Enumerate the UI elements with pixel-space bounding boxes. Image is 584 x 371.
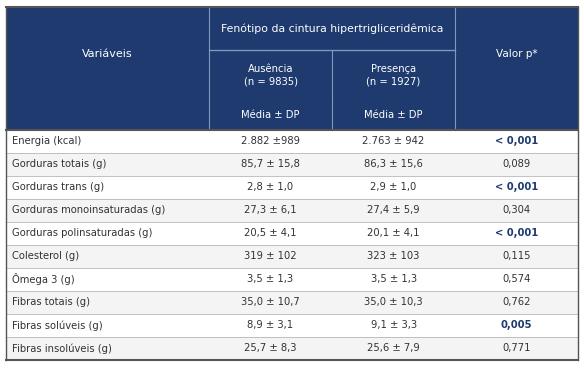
Text: 0,574: 0,574 <box>502 275 531 284</box>
Text: 0,115: 0,115 <box>502 252 531 261</box>
Text: Energia (kcal): Energia (kcal) <box>12 137 81 146</box>
Text: 35,0 ± 10,7: 35,0 ± 10,7 <box>241 298 300 307</box>
Text: 0,005: 0,005 <box>501 321 533 330</box>
Text: 3,5 ± 1,3: 3,5 ± 1,3 <box>248 275 294 284</box>
Text: Fibras solúveis (g): Fibras solúveis (g) <box>12 320 102 331</box>
Text: Fibras insolúveis (g): Fibras insolúveis (g) <box>12 343 112 354</box>
Text: Ausência
(n = 9835): Ausência (n = 9835) <box>244 64 297 86</box>
Text: 27,3 ± 6,1: 27,3 ± 6,1 <box>244 206 297 215</box>
FancyBboxPatch shape <box>209 7 455 50</box>
Text: 8,9 ± 3,1: 8,9 ± 3,1 <box>248 321 294 330</box>
Text: Valor p*: Valor p* <box>496 49 537 59</box>
Text: Fibras totais (g): Fibras totais (g) <box>12 298 90 307</box>
Text: Variáveis: Variáveis <box>82 49 133 59</box>
FancyBboxPatch shape <box>6 268 578 291</box>
Text: 0,762: 0,762 <box>502 298 531 307</box>
Text: Gorduras monoinsaturadas (g): Gorduras monoinsaturadas (g) <box>12 206 165 215</box>
Text: Colesterol (g): Colesterol (g) <box>12 252 79 261</box>
Text: 27,4 ± 5,9: 27,4 ± 5,9 <box>367 206 420 215</box>
FancyBboxPatch shape <box>6 222 578 245</box>
Text: Gorduras trans (g): Gorduras trans (g) <box>12 183 104 192</box>
Text: 2,8 ± 1,0: 2,8 ± 1,0 <box>248 183 294 192</box>
FancyBboxPatch shape <box>455 7 578 100</box>
FancyBboxPatch shape <box>6 199 578 222</box>
Text: Gorduras totais (g): Gorduras totais (g) <box>12 160 106 169</box>
Text: 25,7 ± 8,3: 25,7 ± 8,3 <box>244 344 297 353</box>
Text: 0,771: 0,771 <box>502 344 531 353</box>
Text: 86,3 ± 15,6: 86,3 ± 15,6 <box>364 160 423 169</box>
Text: Fenótipo da cintura hipertrigliceridêmica: Fenótipo da cintura hipertrigliceridêmic… <box>221 23 443 34</box>
Text: 323 ± 103: 323 ± 103 <box>367 252 420 261</box>
FancyBboxPatch shape <box>6 7 209 100</box>
Text: 35,0 ± 10,3: 35,0 ± 10,3 <box>364 298 423 307</box>
Text: 0,089: 0,089 <box>502 160 531 169</box>
Text: < 0,001: < 0,001 <box>495 183 538 192</box>
Text: Gorduras polinsaturadas (g): Gorduras polinsaturadas (g) <box>12 229 152 238</box>
Text: 319 ± 102: 319 ± 102 <box>244 252 297 261</box>
Text: 3,5 ± 1,3: 3,5 ± 1,3 <box>370 275 416 284</box>
FancyBboxPatch shape <box>6 314 578 337</box>
Text: 9,1 ± 3,3: 9,1 ± 3,3 <box>370 321 416 330</box>
Text: 2.882 ±989: 2.882 ±989 <box>241 137 300 146</box>
FancyBboxPatch shape <box>6 245 578 268</box>
Text: < 0,001: < 0,001 <box>495 137 538 146</box>
Text: 2,9 ± 1,0: 2,9 ± 1,0 <box>370 183 417 192</box>
Text: 25,6 ± 7,9: 25,6 ± 7,9 <box>367 344 420 353</box>
Text: Média ± DP: Média ± DP <box>364 110 423 120</box>
Text: 2.763 ± 942: 2.763 ± 942 <box>363 137 425 146</box>
FancyBboxPatch shape <box>6 337 578 360</box>
Text: 0,304: 0,304 <box>503 206 531 215</box>
FancyBboxPatch shape <box>332 50 455 100</box>
FancyBboxPatch shape <box>6 176 578 199</box>
Text: 20,5 ± 4,1: 20,5 ± 4,1 <box>244 229 297 238</box>
Text: < 0,001: < 0,001 <box>495 229 538 238</box>
Text: 85,7 ± 15,8: 85,7 ± 15,8 <box>241 160 300 169</box>
Text: Presença
(n = 1927): Presença (n = 1927) <box>367 64 420 86</box>
Text: 20,1 ± 4,1: 20,1 ± 4,1 <box>367 229 420 238</box>
FancyBboxPatch shape <box>6 100 578 130</box>
FancyBboxPatch shape <box>6 291 578 314</box>
Text: Ômega 3 (g): Ômega 3 (g) <box>12 273 74 285</box>
FancyBboxPatch shape <box>6 130 578 153</box>
FancyBboxPatch shape <box>209 50 332 100</box>
Text: Média ± DP: Média ± DP <box>241 110 300 120</box>
FancyBboxPatch shape <box>6 153 578 176</box>
